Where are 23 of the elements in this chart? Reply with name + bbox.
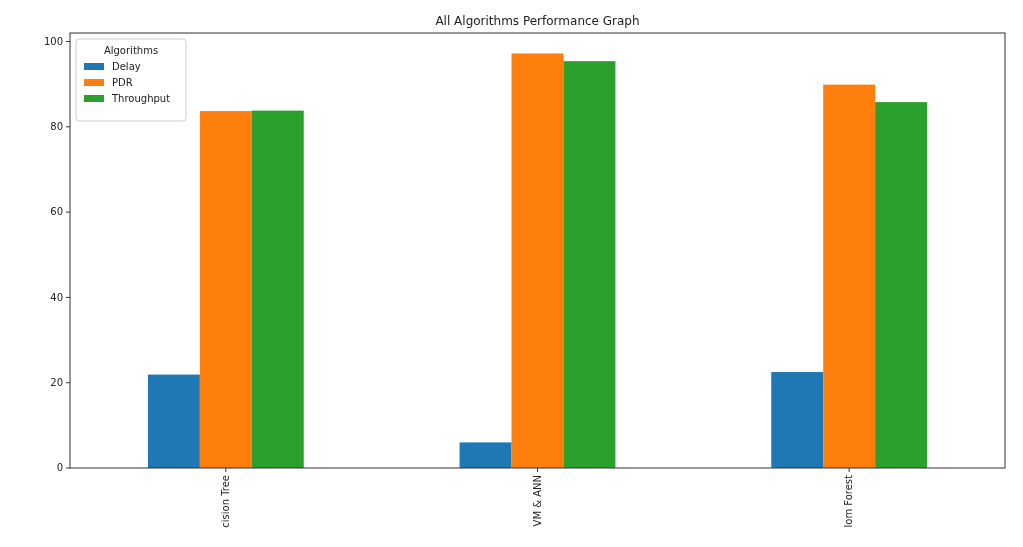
legend-title: Algorithms [103, 45, 159, 56]
legend-label: Throughput [111, 93, 171, 105]
legend-label: Delay [112, 61, 141, 73]
y-tick-label: 20 [50, 376, 63, 388]
y-tick-label: 40 [50, 291, 63, 303]
legend-label: PDR [112, 77, 133, 89]
y-tick-label: 100 [43, 35, 63, 47]
bar [511, 53, 564, 468]
x-tick-label: VM & ANN [531, 475, 543, 527]
x-tick-label: lom Forest [843, 474, 855, 528]
y-tick-label: 60 [50, 206, 63, 218]
bar [875, 102, 928, 468]
bar [147, 374, 200, 468]
bar [563, 61, 616, 468]
x-tick-label: cision Tree [220, 475, 232, 528]
y-tick-label: 80 [50, 121, 63, 133]
bar [251, 110, 304, 468]
bar [459, 442, 512, 468]
bar [823, 84, 876, 468]
chart-title: All Algorithms Performance Graph [435, 14, 640, 28]
bar [771, 372, 824, 468]
y-tick-label: 0 [56, 462, 63, 474]
bar [199, 111, 252, 468]
